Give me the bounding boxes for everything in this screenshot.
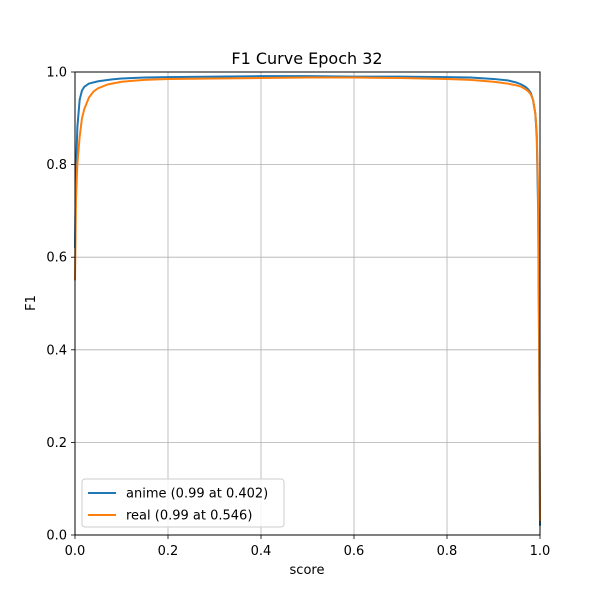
legend-box — [81, 478, 285, 528]
tick-layer: 0.0 0.2 0.4 0.6 0.8 1.0 0.0 0.2 0.4 0.6 0.8 1.0 — [46, 66, 550, 560]
grid-layer — [74, 71, 541, 536]
series-line-1 — [74, 76, 541, 522]
x-tick-label: 0.4 — [251, 544, 272, 559]
y-tick-label: 0.4 — [46, 343, 67, 358]
y-tick-label: 1.0 — [46, 66, 67, 81]
plot-frame — [74, 71, 541, 536]
series-line-0 — [74, 75, 541, 526]
chart-title: F1 Curve Epoch 32 — [231, 49, 382, 68]
legend-label: real (0.99 at 0.546) — [126, 509, 252, 524]
x-axis-label: score — [290, 563, 325, 578]
y-tick-label: 0.0 — [46, 529, 67, 544]
y-tick-label: 0.6 — [46, 251, 67, 266]
x-tick-label: 0.0 — [65, 544, 86, 559]
y-tick-label: 0.8 — [46, 158, 67, 173]
series-layer — [74, 75, 541, 526]
y-axis-label: F1 — [24, 295, 39, 311]
x-tick-label: 0.8 — [437, 544, 458, 559]
x-tick-label: 1.0 — [530, 544, 551, 559]
y-tick-label: 0.2 — [46, 436, 67, 451]
legend: anime (0.99 at 0.402) real (0.99 at 0.546… — [81, 478, 285, 528]
x-tick-label: 0.6 — [344, 544, 365, 559]
x-tick-label: 0.2 — [158, 544, 179, 559]
legend-label: anime (0.99 at 0.402) — [126, 487, 268, 502]
